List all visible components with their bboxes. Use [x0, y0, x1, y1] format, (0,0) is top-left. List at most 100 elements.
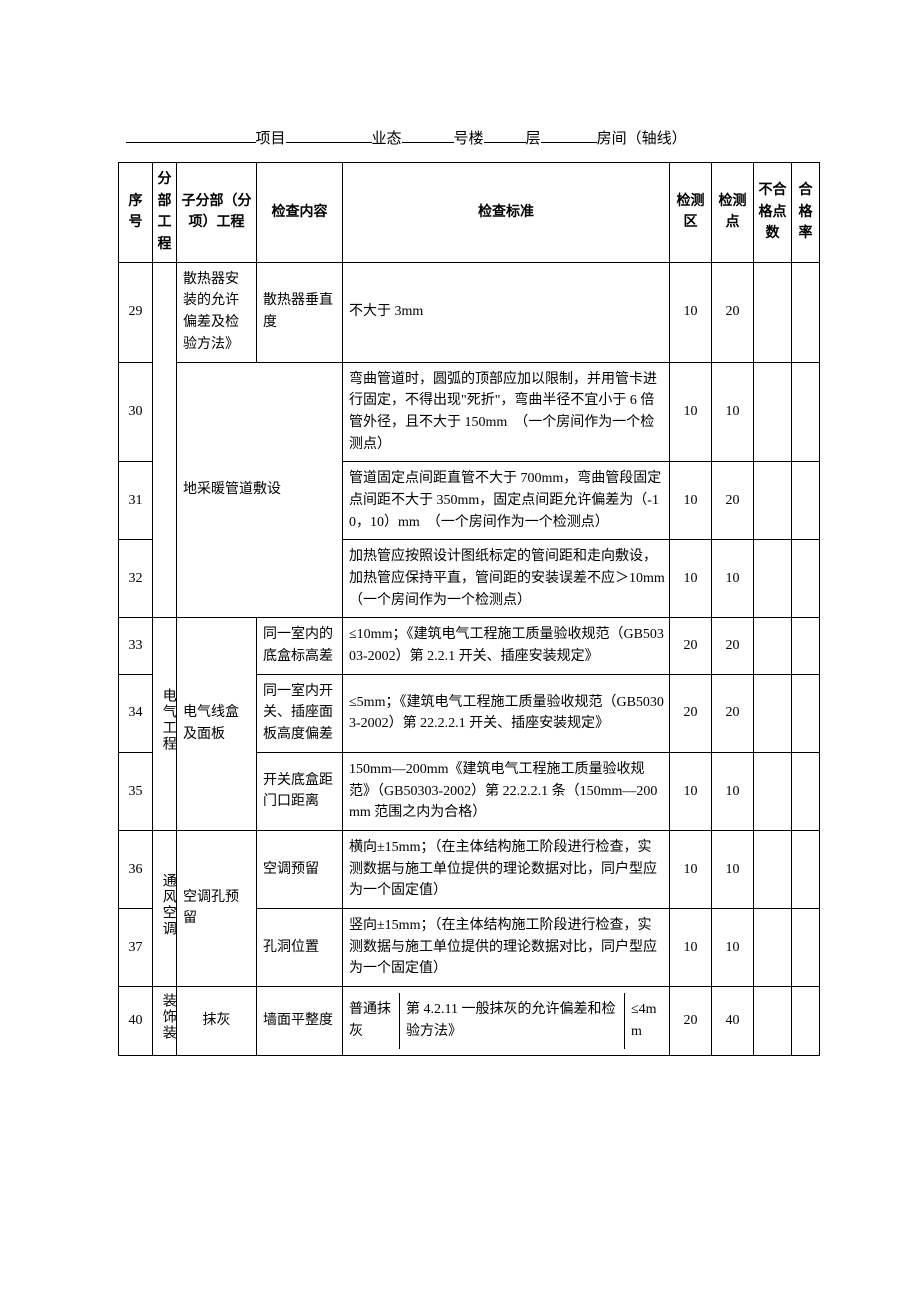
cell-point: 20 — [712, 674, 754, 752]
cell-std-nested: 普通抹灰 第 4.2.11 一般抹灰的允许偏差和检验方法》 ≤4mm — [343, 987, 670, 1056]
cell-seq: 36 — [119, 830, 153, 908]
cell-std: 不大于 3mm — [343, 262, 670, 362]
cell-check: 同一室内的底盒标高差 — [257, 618, 343, 674]
col-standard: 检查标准 — [343, 163, 670, 263]
col-sub: 子分部（分项）工程 — [177, 163, 257, 263]
cell-point: 10 — [712, 830, 754, 908]
form-header: 项目 业态 号楼 层 房间（轴线） — [118, 110, 820, 148]
table-header-row: 序号 分部工程 子分部（分项）工程 检查内容 检查标准 检测区 检测点 不合格点… — [119, 163, 820, 263]
cell-std: ≤10mm；《建筑电气工程施工质量验收规范（GB50303-2002）第 2.2… — [343, 618, 670, 674]
table-row: 30 地采暖管道敷设 弯曲管道时，圆弧的顶部应加以限制，并用管卡进行固定，不得出… — [119, 362, 820, 462]
cell-std: 管道固定点间距直管不大于 700mm，弯曲管段固定点间距不大于 350mm，固定… — [343, 462, 670, 540]
cell-pass — [792, 262, 820, 362]
col-zone: 检测区 — [670, 163, 712, 263]
cell-division: 电气工程 — [153, 618, 177, 831]
col-fail: 不合格点数 — [754, 163, 792, 263]
cell-check: 空调预留 — [257, 830, 343, 908]
cell-fail — [754, 752, 792, 830]
table-row: 36 通风空调 空调孔预留 空调预留 横向±15mm；（在主体结构施工阶段进行检… — [119, 830, 820, 908]
cell-zone: 10 — [670, 830, 712, 908]
cell-division-blank — [153, 262, 177, 618]
cell-std: 弯曲管道时，圆弧的顶部应加以限制，并用管卡进行固定，不得出现"死折"，弯曲半径不… — [343, 362, 670, 462]
cell-zone: 20 — [670, 618, 712, 674]
hdr-format: 业态 — [372, 131, 402, 147]
hdr-room: 房间（轴线） — [597, 131, 687, 147]
cell-pass — [792, 674, 820, 752]
cell-point: 20 — [712, 262, 754, 362]
cell-fail — [754, 618, 792, 674]
cell-seq: 37 — [119, 908, 153, 986]
cell-zone: 20 — [670, 674, 712, 752]
hdr-floor: 层 — [526, 131, 541, 147]
cell-seq: 34 — [119, 674, 153, 752]
cell-pass — [792, 830, 820, 908]
cell-sub: 散热器安装的允许偏差及检验方法》 — [177, 262, 257, 362]
cell-std: 竖向±15mm；（在主体结构施工阶段进行检查，实测数据与施工单位提供的理论数据对… — [343, 908, 670, 986]
table-row: 29 散热器安装的允许偏差及检验方法》 散热器垂直度 不大于 3mm 10 20 — [119, 262, 820, 362]
cell-point: 10 — [712, 362, 754, 462]
cell-seq: 35 — [119, 752, 153, 830]
cell-sub-merged: 地采暖管道敷设 — [177, 362, 343, 618]
cell-fail — [754, 540, 792, 618]
col-check: 检查内容 — [257, 163, 343, 263]
cell-std: 150mm—200mm《建筑电气工程施工质量验收规范》（GB50303-2002… — [343, 752, 670, 830]
cell-fail — [754, 462, 792, 540]
cell-seq: 29 — [119, 262, 153, 362]
cell-check: 同一室内开关、插座面板高度偏差 — [257, 674, 343, 752]
cell-std-c: ≤4mm — [625, 993, 670, 1048]
table-row: 40 装饰装 抹灰 墙面平整度 普通抹灰 第 4.2.11 一般抹灰的允许偏差和… — [119, 987, 820, 1056]
cell-pass — [792, 908, 820, 986]
cell-zone: 20 — [670, 987, 712, 1056]
cell-std-a: 普通抹灰 — [343, 993, 400, 1048]
cell-fail — [754, 674, 792, 752]
cell-point: 20 — [712, 462, 754, 540]
col-seq: 序号 — [119, 163, 153, 263]
cell-zone: 10 — [670, 462, 712, 540]
col-pass: 合格率 — [792, 163, 820, 263]
cell-check: 孔洞位置 — [257, 908, 343, 986]
cell-seq: 32 — [119, 540, 153, 618]
cell-std: 横向±15mm；（在主体结构施工阶段进行检查，实测数据与施工单位提供的理论数据对… — [343, 830, 670, 908]
cell-seq: 31 — [119, 462, 153, 540]
cell-pass — [792, 987, 820, 1056]
cell-division: 装饰装 — [153, 987, 177, 1056]
table-row: 33 电气工程 电气线盒及面板 同一室内的底盒标高差 ≤10mm；《建筑电气工程… — [119, 618, 820, 674]
cell-pass — [792, 540, 820, 618]
cell-point: 10 — [712, 540, 754, 618]
cell-zone: 10 — [670, 262, 712, 362]
cell-pass — [792, 362, 820, 462]
cell-fail — [754, 908, 792, 986]
cell-sub: 抹灰 — [177, 987, 257, 1056]
cell-point: 10 — [712, 908, 754, 986]
cell-seq: 40 — [119, 987, 153, 1056]
cell-point: 40 — [712, 987, 754, 1056]
cell-point: 20 — [712, 618, 754, 674]
hdr-building: 号楼 — [454, 131, 484, 147]
cell-fail — [754, 987, 792, 1056]
cell-fail — [754, 830, 792, 908]
cell-check: 开关底盒距门口距离 — [257, 752, 343, 830]
cell-seq: 33 — [119, 618, 153, 674]
cell-check: 墙面平整度 — [257, 987, 343, 1056]
cell-zone: 10 — [670, 362, 712, 462]
cell-zone: 10 — [670, 908, 712, 986]
cell-pass — [792, 752, 820, 830]
col-point: 检测点 — [712, 163, 754, 263]
cell-division: 通风空调 — [153, 830, 177, 986]
cell-zone: 10 — [670, 752, 712, 830]
col-division: 分部工程 — [153, 163, 177, 263]
cell-seq: 30 — [119, 362, 153, 462]
cell-sub: 电气线盒及面板 — [177, 618, 257, 831]
cell-check: 散热器垂直度 — [257, 262, 343, 362]
cell-std-b: 第 4.2.11 一般抹灰的允许偏差和检验方法》 — [400, 993, 625, 1048]
cell-fail — [754, 362, 792, 462]
inspection-table: 序号 分部工程 子分部（分项）工程 检查内容 检查标准 检测区 检测点 不合格点… — [118, 162, 820, 1056]
cell-pass — [792, 462, 820, 540]
cell-pass — [792, 618, 820, 674]
cell-sub: 空调孔预留 — [177, 830, 257, 986]
hdr-project: 项目 — [256, 131, 286, 147]
cell-std: 加热管应按照设计图纸标定的管间距和走向敷设，加热管应保持平直，管间距的安装误差不… — [343, 540, 670, 618]
cell-std: ≤5mm；《建筑电气工程施工质量验收规范（GB50303-2002）第 22.2… — [343, 674, 670, 752]
cell-fail — [754, 262, 792, 362]
cell-point: 10 — [712, 752, 754, 830]
